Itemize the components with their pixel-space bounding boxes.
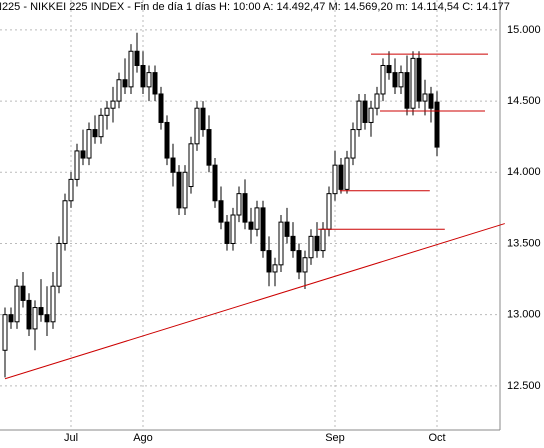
candle-body: [212, 164, 218, 202]
candle-body: [14, 285, 20, 323]
y-tick-label: 14.000: [507, 166, 541, 178]
candle-body: [116, 79, 122, 102]
candle-body: [404, 72, 410, 109]
candle-body: [200, 107, 206, 131]
y-tick-label: 14.500: [507, 95, 541, 107]
candle-body: [368, 107, 374, 123]
candle-body: [422, 93, 428, 102]
x-tick-label: Oct: [428, 432, 445, 444]
candle-body: [122, 79, 128, 88]
candle-body: [314, 235, 320, 252]
candle-body: [68, 178, 74, 202]
candle-body: [152, 72, 158, 95]
candle-body: [170, 157, 176, 173]
candle-body: [8, 314, 14, 323]
candle-body: [230, 214, 236, 244]
candle-body: [146, 72, 152, 88]
candle-body: [434, 101, 440, 148]
candle-body: [92, 129, 98, 138]
y-tick-label: 12.500: [507, 380, 541, 392]
candle-body: [236, 193, 242, 216]
candle-body: [284, 221, 290, 237]
candle-body: [410, 57, 416, 109]
candle-body: [140, 64, 146, 88]
candle-body: [188, 143, 194, 188]
candle-body: [98, 114, 104, 138]
candle-body: [56, 242, 62, 287]
candle-body: [86, 129, 92, 159]
y-tick-label: 13.500: [507, 237, 541, 249]
x-tick-label: Jul: [64, 432, 78, 444]
candle-body: [362, 100, 368, 123]
candle-body: [374, 93, 380, 109]
candle-body: [176, 171, 182, 209]
candle-body: [380, 64, 386, 95]
candle-body: [38, 307, 44, 316]
candle-body: [218, 200, 224, 223]
candle-body: [62, 200, 68, 244]
candle-body: [2, 314, 8, 351]
candle-body: [278, 221, 284, 266]
candle-body: [332, 164, 338, 195]
candle-body: [254, 207, 260, 230]
x-tick-label: Ago: [133, 432, 153, 444]
candle-body: [266, 250, 272, 273]
candle-body: [260, 207, 266, 252]
candle-body: [428, 93, 434, 109]
candle-body: [320, 228, 326, 252]
candle-body: [272, 264, 278, 273]
candle-body: [104, 107, 110, 116]
candle-body: [50, 285, 56, 323]
candle-body: [248, 221, 254, 230]
candle-body: [44, 314, 50, 323]
candle-body: [350, 129, 356, 159]
candle-body: [182, 171, 188, 209]
candle-body: [74, 150, 80, 180]
candle-body: [164, 121, 170, 159]
candle-body: [224, 221, 230, 244]
candle-body: [326, 193, 332, 230]
candle-body: [302, 257, 308, 273]
candle-body: [296, 250, 302, 273]
candle-body: [356, 100, 362, 131]
candle-body: [128, 50, 134, 88]
candle-body: [26, 299, 32, 330]
candle-body: [392, 72, 398, 88]
candle-body: [194, 107, 200, 145]
candle-body: [134, 50, 140, 66]
candle-body: [158, 93, 164, 123]
candle-body: [386, 64, 392, 74]
candle-body: [110, 100, 116, 109]
candle-body: [242, 193, 248, 223]
y-tick-label: 15.000: [507, 24, 541, 36]
candle-body: [206, 129, 212, 166]
annotation-line: [4, 223, 505, 380]
x-tick-label: Sep: [325, 432, 345, 444]
candle-body: [344, 157, 350, 190]
candle-body: [290, 235, 296, 252]
candle-body: [398, 72, 404, 88]
y-tick-label: 13.000: [507, 309, 541, 321]
chart-title: N225 - NIKKEI 225 INDEX - Fin de día 1 d…: [0, 1, 510, 13]
candle-body: [338, 164, 344, 190]
candle-body: [80, 150, 86, 159]
candle-body: [32, 307, 38, 330]
candle-body: [20, 285, 26, 301]
candle-body: [416, 57, 422, 102]
candle-body: [308, 235, 314, 259]
